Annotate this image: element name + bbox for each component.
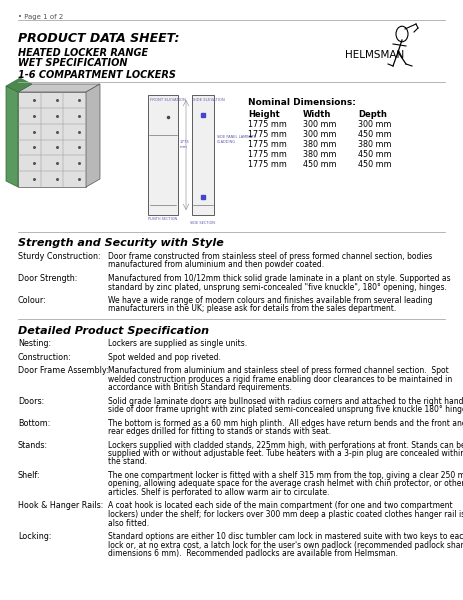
Polygon shape [18,92,86,187]
Text: Spot welded and pop riveted.: Spot welded and pop riveted. [108,352,221,361]
Text: 450 mm: 450 mm [303,160,337,169]
Text: Height: Height [248,110,280,119]
Text: 1775
mm: 1775 mm [180,140,190,149]
Text: Locking:: Locking: [18,532,51,541]
Text: HELMSMAN: HELMSMAN [345,50,404,60]
Polygon shape [6,86,18,187]
Text: SIDE PANEL LAMINATE
CLADDING: SIDE PANEL LAMINATE CLADDING [217,135,256,143]
Text: PLINTH SECTION: PLINTH SECTION [148,217,177,221]
Text: 1775 mm: 1775 mm [248,130,287,139]
Text: lock or, at no extra cost, a latch lock for the user's own padlock (recommended : lock or, at no extra cost, a latch lock … [108,541,463,550]
Polygon shape [18,84,100,92]
Text: Manufactured from aluminium and stainless steel of press formed channel section.: Manufactured from aluminium and stainles… [108,366,449,375]
Text: 1775 mm: 1775 mm [248,140,287,149]
Text: Nesting:: Nesting: [18,339,51,348]
Text: 1775 mm: 1775 mm [248,120,287,129]
Text: Hook & Hanger Rails:: Hook & Hanger Rails: [18,502,103,511]
Text: Width: Width [303,110,332,119]
Text: Nominal Dimensions:: Nominal Dimensions: [248,98,356,107]
Text: side of door frame upright with zinc plated semi-concealed unsprung five knuckle: side of door frame upright with zinc pla… [108,405,463,414]
Text: The bottom is formed as a 60 mm high plinth.  All edges have return bends and th: The bottom is formed as a 60 mm high pli… [108,419,463,427]
Text: WET SPECIFICATION: WET SPECIFICATION [18,58,127,68]
Text: welded construction produces a rigid frame enabling door clearances to be mainta: welded construction produces a rigid fra… [108,374,452,383]
Text: manufactured from aluminium and then powder coated.: manufactured from aluminium and then pow… [108,260,324,269]
Text: dimensions 6 mm).  Recommended padlocks are available from Helmsman.: dimensions 6 mm). Recommended padlocks a… [108,549,398,558]
Text: 300 mm: 300 mm [303,130,337,139]
Text: We have a wide range of modern colours and finishes available from several leadi: We have a wide range of modern colours a… [108,296,432,305]
Text: supplied with or without adjustable feet. Tube heaters with a 3-pin plug are con: supplied with or without adjustable feet… [108,449,463,458]
Text: Colour:: Colour: [18,296,47,305]
Text: Stands:: Stands: [18,440,48,449]
Text: • Page 1 of 2: • Page 1 of 2 [18,14,63,20]
Text: Depth: Depth [358,110,387,119]
Text: Construction:: Construction: [18,352,72,361]
Text: PRODUCT DATA SHEET:: PRODUCT DATA SHEET: [18,32,180,45]
Text: Strength and Security with Style: Strength and Security with Style [18,238,224,248]
Text: Bottom:: Bottom: [18,419,50,427]
Polygon shape [86,84,100,187]
Text: Detailed Product Specification: Detailed Product Specification [18,326,209,336]
Text: 300 mm: 300 mm [303,120,337,129]
Text: accordance with British Standard requirements.: accordance with British Standard require… [108,383,292,392]
Bar [148,95,178,215]
Text: 1775 mm: 1775 mm [248,160,287,169]
Text: 380 mm: 380 mm [358,140,392,149]
Text: lockers) under the shelf; for lockers over 300 mm deep a plastic coated clothes : lockers) under the shelf; for lockers ov… [108,510,463,519]
Text: Standard options are either 10 disc tumbler cam lock in mastered suite with two : Standard options are either 10 disc tumb… [108,532,463,541]
Text: Door Frame Assembly:: Door Frame Assembly: [18,366,109,375]
Text: Door Strength:: Door Strength: [18,274,77,283]
Polygon shape [6,78,32,92]
Text: 450 mm: 450 mm [358,150,392,159]
Text: Door frame constructed from stainless steel of press formed channel section, bod: Door frame constructed from stainless st… [108,252,432,261]
Text: 450 mm: 450 mm [358,160,392,169]
Text: Lockers are supplied as single units.: Lockers are supplied as single units. [108,339,247,348]
Text: rear edges drilled for fitting to stands or stands with seat.: rear edges drilled for fitting to stands… [108,427,331,436]
Text: 1775 mm: 1775 mm [248,150,287,159]
Text: manufacturers in the UK; please ask for details from the sales department.: manufacturers in the UK; please ask for … [108,304,396,313]
Text: opening, allowing adequate space for the average crash helmet with chin protecto: opening, allowing adequate space for the… [108,479,463,488]
Text: A coat hook is located each side of the main compartment (for one and two compar: A coat hook is located each side of the … [108,502,453,511]
Text: Manufactured from 10/12mm thick solid grade laminate in a plant on style. Suppor: Manufactured from 10/12mm thick solid gr… [108,274,450,283]
Text: FRONT ELEVATION: FRONT ELEVATION [150,98,186,102]
Text: 380 mm: 380 mm [303,150,337,159]
Text: the stand.: the stand. [108,457,147,467]
Text: 300 mm: 300 mm [358,120,392,129]
Text: also fitted.: also fitted. [108,518,149,527]
Text: Lockers supplied with cladded stands, 225mm high, with perforations at front. St: Lockers supplied with cladded stands, 22… [108,440,463,449]
Text: Doors:: Doors: [18,397,44,406]
Text: 380 mm: 380 mm [303,140,337,149]
Text: SIDE ELEVATION: SIDE ELEVATION [193,98,225,102]
Text: The one compartment locker is fitted with a shelf 315 mm from the top, giving a : The one compartment locker is fitted wit… [108,471,463,480]
Text: Shelf:: Shelf: [18,471,41,480]
Text: HEATED LOCKER RANGE: HEATED LOCKER RANGE [18,48,148,58]
Text: Sturdy Construction:: Sturdy Construction: [18,252,100,261]
Text: 450 mm: 450 mm [358,130,392,139]
Text: standard by zinc plated, unsprung semi-concealed "five knuckle", 180° opening, h: standard by zinc plated, unsprung semi-c… [108,283,447,292]
Text: 1-6 COMPARTMENT LOCKERS: 1-6 COMPARTMENT LOCKERS [18,70,176,80]
Text: articles. Shelf is perforated to allow warm air to circulate.: articles. Shelf is perforated to allow w… [108,488,329,497]
Text: SIDE SECTION: SIDE SECTION [190,221,215,225]
Bar [192,95,214,215]
Text: Solid grade laminate doors are bullnosed with radius corners and attached to the: Solid grade laminate doors are bullnosed… [108,397,463,406]
